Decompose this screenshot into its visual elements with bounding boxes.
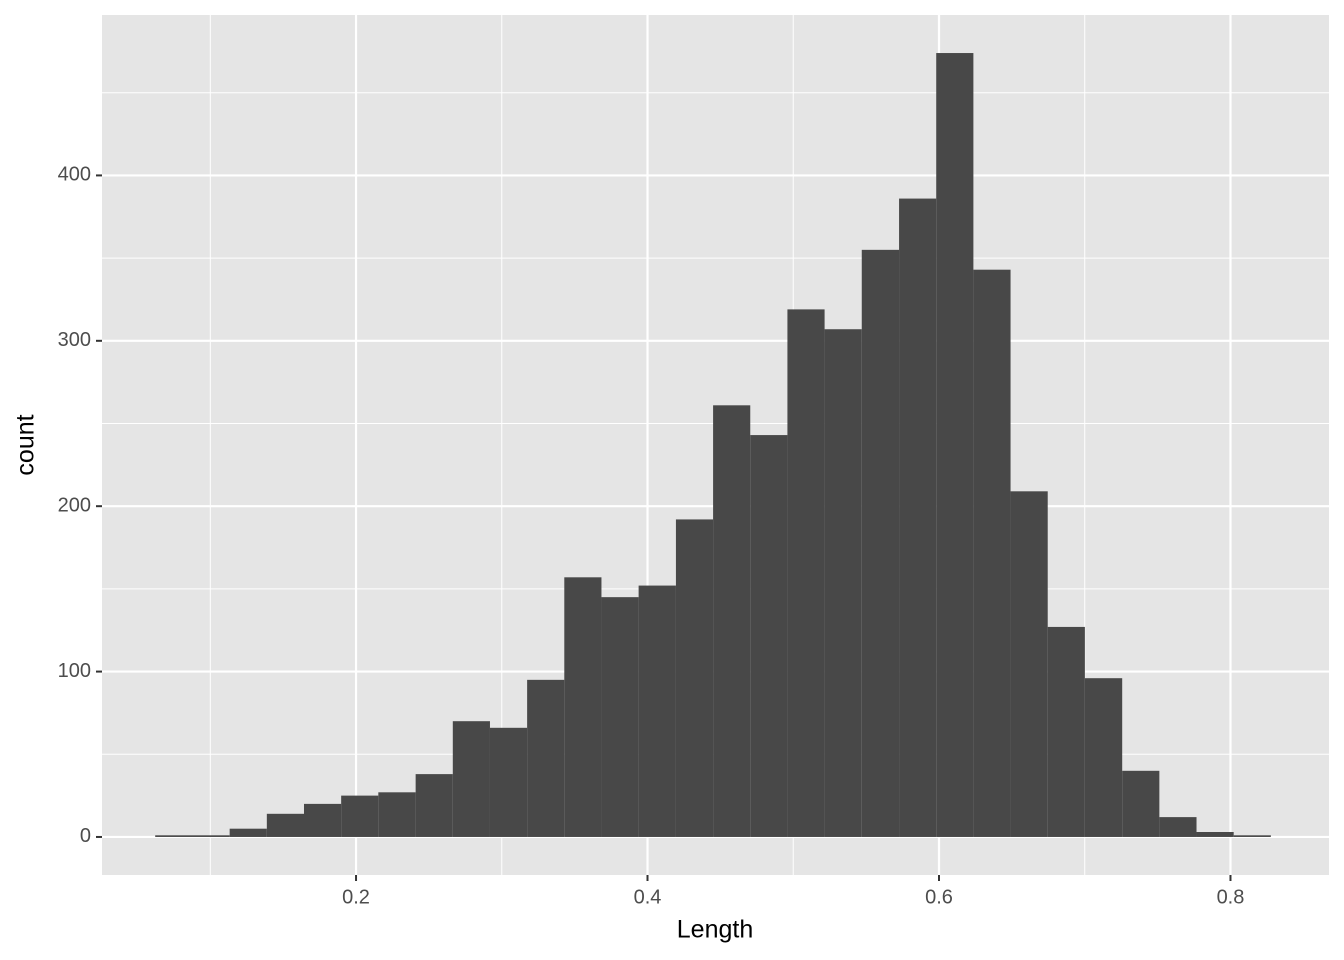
bar [1233, 835, 1271, 837]
bar [713, 405, 751, 837]
y-tick-label: 400 [58, 164, 91, 186]
bar [750, 435, 788, 837]
bar [861, 249, 900, 837]
bar [1010, 491, 1048, 837]
bar [303, 803, 342, 837]
bar [266, 813, 304, 837]
x-axis-title: Length [677, 916, 753, 944]
bar [452, 721, 490, 837]
y-tick-label: 200 [58, 494, 91, 516]
bar [415, 774, 453, 837]
y-tick-label: 0 [80, 825, 91, 847]
bar [1159, 817, 1197, 837]
bar [155, 835, 193, 837]
bar [973, 269, 1011, 837]
bar [638, 585, 676, 837]
bar [378, 792, 416, 837]
bar [564, 577, 602, 837]
x-tick-label: 0.4 [634, 886, 662, 908]
bar [936, 53, 974, 837]
bar [341, 795, 379, 837]
bar [675, 519, 714, 837]
y-tick-label: 300 [58, 329, 91, 351]
x-tick-label: 0.8 [1217, 886, 1245, 908]
bar [601, 597, 639, 837]
bar [787, 309, 825, 837]
bar [824, 329, 862, 837]
bar [527, 679, 565, 837]
bar [229, 828, 267, 837]
bar [489, 727, 528, 837]
bar [899, 198, 937, 837]
bar [192, 835, 230, 837]
y-tick-label: 100 [58, 660, 91, 682]
y-axis-title: count [12, 414, 40, 475]
x-tick-label: 0.2 [342, 886, 370, 908]
bar [1047, 626, 1085, 837]
bar [1196, 832, 1234, 837]
bar [1122, 770, 1160, 837]
x-tick-label: 0.6 [925, 886, 953, 908]
bar [1084, 678, 1123, 837]
